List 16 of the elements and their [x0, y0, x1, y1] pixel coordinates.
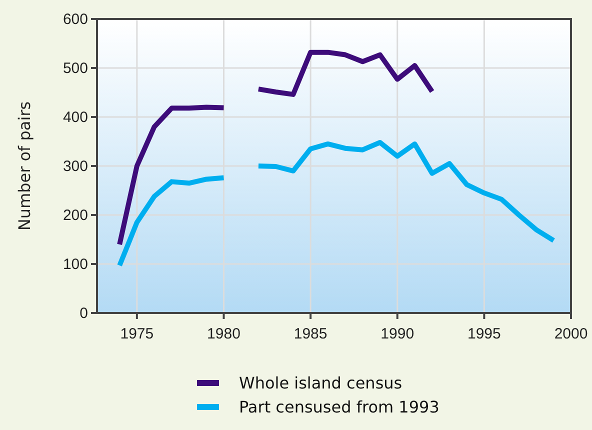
y-tick-label: 400	[62, 108, 88, 126]
x-tick-label: 1975	[120, 326, 154, 342]
y-axis-title: Number of pairs	[15, 101, 34, 231]
x-tick-label: 1995	[468, 326, 501, 342]
legend-label: Part censused from 1993	[239, 398, 440, 417]
y-tick-label: 100	[62, 256, 88, 273]
x-tick-label: 2000	[554, 326, 588, 342]
x-tick-label: 1985	[294, 326, 328, 342]
y-tick-label: 200	[62, 206, 88, 224]
x-tick-label: 1990	[380, 326, 414, 342]
y-tick-label: 600	[62, 10, 88, 28]
y-tick-label: 0	[80, 304, 88, 322]
y-tick-label: 500	[62, 60, 88, 77]
x-tick-label: 1980	[207, 326, 240, 342]
legend-label: Whole island census	[239, 374, 402, 393]
y-tick-label: 300	[62, 158, 88, 175]
